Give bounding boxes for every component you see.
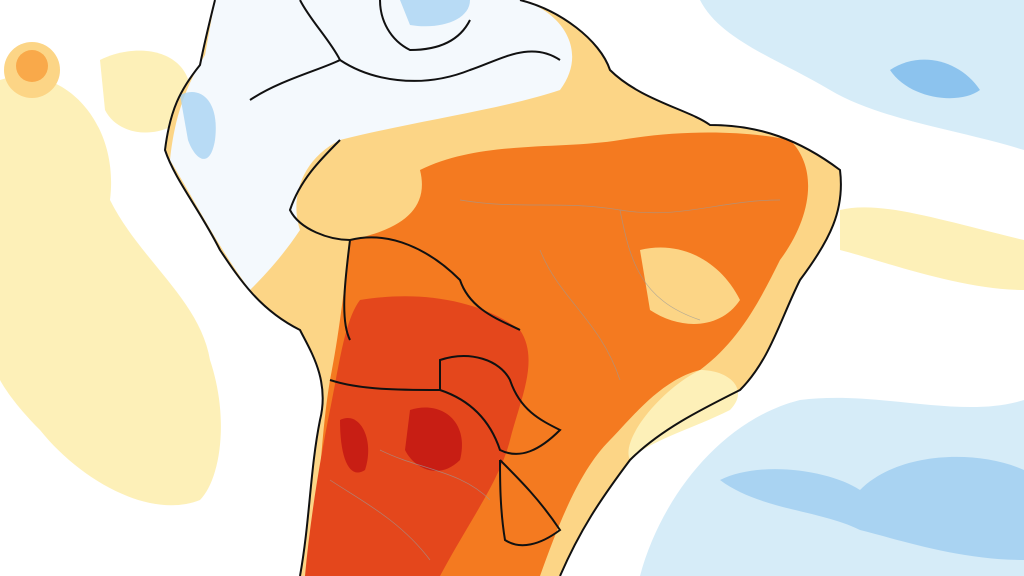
- warm-extreme-core-west: [340, 418, 369, 473]
- east-light-patch: [640, 247, 740, 324]
- northwest-neutral: [170, 0, 573, 290]
- warm-extreme-core: [405, 407, 462, 471]
- pacific-warm-area: [0, 76, 221, 506]
- country-borders: [163, 0, 842, 576]
- atlantic-cool-mid: [720, 456, 1024, 560]
- atlantic-cool-strong: [890, 59, 980, 99]
- atlantic-cool-north: [700, 0, 1024, 150]
- internal-borders: [329, 199, 781, 561]
- pacific-warm-area-north: [100, 50, 192, 133]
- guiana-cool-patch: [400, 0, 470, 27]
- island-warm-core: [16, 50, 48, 82]
- andes-cool-patch: [180, 92, 216, 159]
- atlantic-warm-band: [840, 207, 1024, 290]
